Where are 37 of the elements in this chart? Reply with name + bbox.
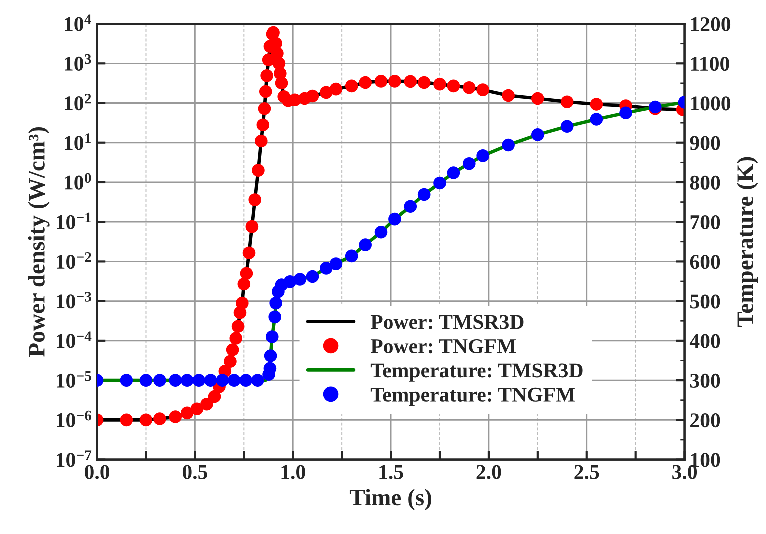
y2-tick-label: 300 bbox=[690, 374, 720, 388]
y2-tick-label: 900 bbox=[690, 136, 720, 150]
y-tick-label: 10$^{−2}$ bbox=[57, 252, 92, 270]
x-tick-label: 0.0 bbox=[85, 465, 110, 480]
y-tick-label: 10$^{0}$ bbox=[65, 173, 92, 190]
y2-tick-label: 800 bbox=[690, 176, 720, 190]
y-tick-label: 10$^{−6}$ bbox=[57, 410, 92, 428]
y-tick-label: 10$^{−5}$ bbox=[57, 372, 92, 388]
legend-label: Power: TNGFM bbox=[370, 339, 516, 354]
x-tick-label: 1.5 bbox=[380, 465, 404, 480]
y2-tick-label: 500 bbox=[690, 294, 720, 309]
y2-tick-label: 600 bbox=[690, 255, 720, 270]
y2-tick-label: 700 bbox=[690, 215, 720, 230]
x-tick-label: 0.5 bbox=[182, 465, 208, 480]
legend-label: Power: TMSR3D bbox=[370, 315, 524, 330]
x-axis-title: Time (s) bbox=[350, 489, 432, 510]
y-tick-label: 10$^{−4}$ bbox=[57, 332, 92, 348]
y2-tick-label: 1200 bbox=[691, 17, 731, 32]
y2-tick-label: 100 bbox=[691, 453, 720, 468]
y2-axis-title: Temperature (K) bbox=[736, 157, 758, 328]
y-tick-label: 10$^{1}$ bbox=[65, 134, 91, 150]
x-tick-label: 2.0 bbox=[476, 465, 502, 480]
y-tick-label: 10$^{−1}$ bbox=[57, 212, 92, 230]
y-tick-label: 10$^{4}$ bbox=[65, 14, 92, 32]
y2-tick-label: 1000 bbox=[691, 96, 731, 111]
x-tick-label: 2.5 bbox=[574, 465, 600, 480]
x-tick-label: 1.0 bbox=[282, 465, 306, 480]
y-tick-label: 10$^{3}$ bbox=[65, 54, 92, 71]
y2-tick-label: 1100 bbox=[691, 57, 730, 72]
y-tick-label: 10$^{2}$ bbox=[65, 94, 92, 111]
x-tick-label: 3.0 bbox=[672, 465, 698, 480]
y2-tick-label: 400 bbox=[690, 334, 720, 348]
y-tick-label: 10$^{−3}$ bbox=[57, 292, 92, 309]
y2-tick-label: 200 bbox=[690, 414, 720, 428]
y-axis-title: Power density (W/cm³) bbox=[28, 127, 50, 357]
legend-label: Temperature: TMSR3D bbox=[370, 364, 583, 382]
legend-label: Temperature: TNGFM bbox=[370, 388, 576, 406]
